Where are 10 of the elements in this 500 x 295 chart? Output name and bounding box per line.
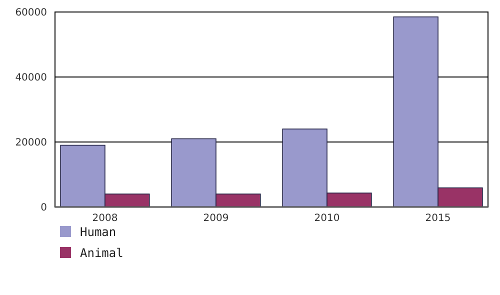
x-tick-label: 2009 [203,213,229,224]
legend-label: Animal [80,246,124,260]
y-tick-label: 40000 [15,72,47,84]
y-tick-label: 0 [40,202,47,214]
x-tick-label: 2015 [425,213,451,224]
x-tick-label: 2008 [92,213,118,224]
y-tick-label: 60000 [15,8,47,18]
y-tick-label: 20000 [15,138,47,148]
legend-label: Human [80,225,116,240]
x-tick-label: 2010 [314,213,340,224]
